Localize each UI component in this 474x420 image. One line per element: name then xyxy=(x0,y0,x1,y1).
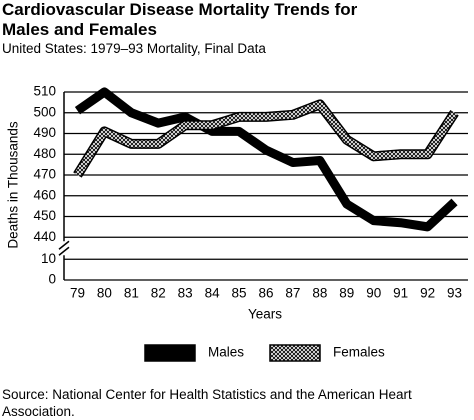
x-tick-label: 89 xyxy=(339,286,354,301)
x-tick-label: 93 xyxy=(447,286,462,301)
y-tick-label: 510 xyxy=(33,84,56,99)
y-tick-label: 440 xyxy=(33,229,56,244)
legend-label: Females xyxy=(333,345,385,360)
series-line xyxy=(74,100,458,177)
y-tick-label: 10 xyxy=(41,251,56,266)
x-tick-label: 81 xyxy=(124,286,139,301)
x-tick-label: 85 xyxy=(232,286,247,301)
x-tick-label: 86 xyxy=(258,286,273,301)
legend-label: Males xyxy=(208,345,244,360)
x-tick-label: 88 xyxy=(312,286,327,301)
x-tick-label: 91 xyxy=(393,286,408,301)
chart-title: Cardiovascular Disease Mortality Trends … xyxy=(2,0,358,39)
axis-break xyxy=(58,240,70,250)
y-tick-label: 0 xyxy=(48,272,56,287)
x-tick-label: 90 xyxy=(366,286,381,301)
y-tick-label: 490 xyxy=(33,125,56,140)
legend-swatch xyxy=(269,344,321,362)
y-tick-label: 460 xyxy=(33,187,56,202)
x-tick-label: 80 xyxy=(97,286,112,301)
y-axis-label: Deaths in Thousands xyxy=(6,121,21,249)
chart-subtitle: United States: 1979–93 Mortality, Final … xyxy=(2,41,266,56)
series-line xyxy=(74,87,458,232)
legend-swatch xyxy=(144,344,196,362)
y-tick-label: 470 xyxy=(33,167,56,182)
x-tick-label: 84 xyxy=(205,286,221,301)
y-tick-label: 480 xyxy=(33,146,56,161)
axis-break xyxy=(58,246,70,256)
x-tick-label: 83 xyxy=(178,286,193,301)
y-tick-label: 500 xyxy=(33,104,56,119)
y-tick-label: 450 xyxy=(33,208,56,223)
x-tick-label: 82 xyxy=(151,286,166,301)
x-tick-label: 87 xyxy=(285,286,300,301)
source-note: Source: National Center for Health Stati… xyxy=(2,387,412,419)
x-axis-label: Years xyxy=(248,307,282,322)
x-tick-label: 92 xyxy=(420,286,435,301)
x-tick-label: 79 xyxy=(70,286,85,301)
